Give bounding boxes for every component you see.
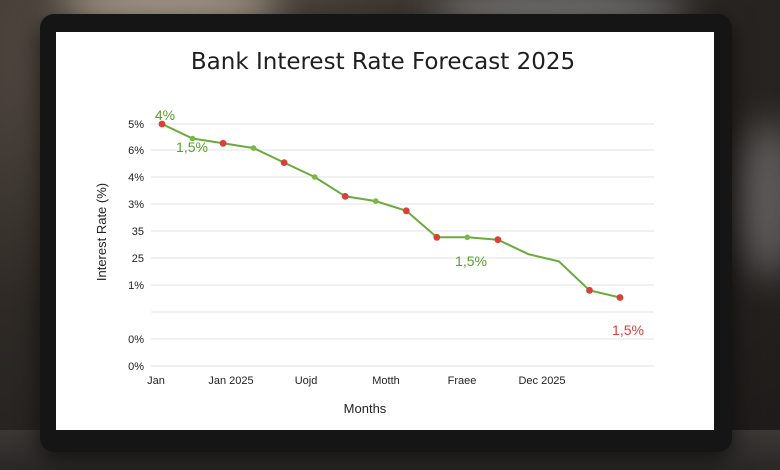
series-line xyxy=(161,123,621,299)
background-light xyxy=(740,120,780,280)
y-tick-label: 6% xyxy=(128,145,144,157)
annotation-label: 1,5% xyxy=(176,139,208,155)
data-point xyxy=(586,286,593,294)
monitor-screen: Bank Interest Rate Forecast 2025 5% 6% 4% 3… xyxy=(56,32,714,430)
data-point xyxy=(616,294,624,301)
y-tick-label: 25 xyxy=(132,253,144,265)
data-point xyxy=(464,234,471,241)
y-tick-label: 1% xyxy=(128,280,144,292)
data-point xyxy=(402,207,410,215)
data-point xyxy=(341,192,349,200)
line-chart: Bank Interest Rate Forecast 2025 5% 6% 4% 3… xyxy=(94,49,654,416)
data-point xyxy=(189,135,196,142)
x-tick-label: Uojd xyxy=(295,375,318,387)
y-tick-label: 5% xyxy=(128,119,144,131)
y-tick-label: 35 xyxy=(132,226,144,238)
y-tick-label: 0% xyxy=(128,334,144,346)
y-tick-label: 3% xyxy=(128,199,144,211)
y-axis-label: Interest Rate (%) xyxy=(94,183,109,281)
data-point xyxy=(219,139,227,147)
x-axis-label: Months xyxy=(344,401,387,416)
chart-title: Bank Interest Rate Forecast 2025 xyxy=(191,49,575,75)
x-tick-label: Jan 2025 xyxy=(208,375,253,387)
annotation-label: 1,5% xyxy=(612,322,644,338)
gridlines xyxy=(151,123,654,367)
annotation-label: 1,5% xyxy=(455,253,487,269)
annotation-label: 4% xyxy=(155,107,175,123)
x-tick-label: Fraee xyxy=(448,375,477,387)
data-point xyxy=(250,145,257,151)
data-point xyxy=(372,198,379,204)
x-tick-label: Motth xyxy=(372,375,400,387)
annotations: 4%1,5%1,5%1,5% xyxy=(155,107,644,338)
data-point xyxy=(433,233,441,241)
data-point xyxy=(158,120,166,128)
x-axis-ticks: Jan Jan 2025 Uojd Motth Fraee Dec 2025 xyxy=(147,375,565,387)
data-point xyxy=(494,236,502,244)
data-points xyxy=(158,120,624,301)
data-point xyxy=(311,174,318,180)
y-tick-label: 4% xyxy=(128,172,144,184)
y-tick-label: 0% xyxy=(128,361,144,373)
x-tick-label: Dec 2025 xyxy=(518,375,565,387)
data-point xyxy=(280,159,288,166)
x-tick-label: Jan xyxy=(147,375,165,387)
y-axis-ticks: 5% 6% 4% 3% 35 25 1% 0% 0% xyxy=(128,119,144,373)
